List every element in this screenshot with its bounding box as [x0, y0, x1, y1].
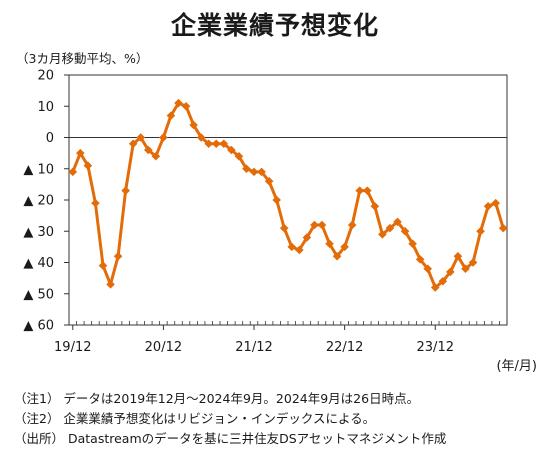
y-tick-label: 0	[46, 131, 54, 146]
data-point	[476, 226, 485, 236]
y-unit-label: （3カ月移動平均、%）	[16, 51, 148, 66]
x-unit-label: (年/月)	[496, 359, 537, 374]
y-tick-label: ▲ 50	[23, 287, 54, 302]
data-point	[317, 220, 327, 230]
plot-frame	[68, 74, 508, 326]
data-point	[340, 242, 349, 252]
data-point	[219, 139, 229, 149]
data-point	[287, 242, 297, 252]
series-line	[71, 101, 505, 289]
data-point	[83, 161, 93, 170]
data-point	[189, 120, 198, 130]
data-point	[121, 186, 130, 195]
data-point	[430, 283, 440, 292]
data-point	[204, 139, 214, 149]
data-point	[468, 258, 478, 267]
y-tick-label: 10	[37, 100, 54, 115]
y-tick-label: ▲ 40	[23, 256, 54, 271]
data-point	[227, 145, 236, 155]
data-point	[347, 220, 357, 230]
data-point	[68, 167, 78, 177]
data-point	[461, 264, 470, 274]
data-point	[423, 264, 433, 274]
data-point	[151, 151, 161, 161]
data-point	[211, 139, 221, 149]
y-tick-label: ▲ 60	[23, 319, 54, 334]
data-point	[234, 151, 244, 161]
data-point	[98, 261, 108, 270]
data-point	[272, 195, 281, 205]
y-tick-label: 20	[37, 69, 54, 84]
data-point	[143, 145, 153, 155]
data-point	[159, 133, 168, 142]
data-point	[196, 133, 206, 142]
data-point	[332, 251, 342, 261]
y-tick-label: ▲ 20	[23, 194, 54, 209]
data-point	[370, 201, 380, 211]
data-point	[302, 233, 312, 242]
data-point	[446, 267, 455, 277]
data-point	[400, 226, 410, 236]
data-point	[362, 186, 372, 195]
data-point	[279, 223, 289, 233]
data-point	[106, 280, 115, 289]
data-point	[264, 176, 274, 186]
y-tick-label: ▲ 30	[23, 225, 54, 240]
data-point	[166, 111, 176, 120]
data-point	[483, 201, 493, 211]
data-point	[249, 167, 259, 177]
x-tick-label: 22/12	[326, 340, 363, 355]
data-point	[438, 276, 448, 286]
data-point	[393, 217, 402, 227]
data-point	[128, 139, 138, 149]
note-2: （注2） 企業業績予想変化はリビジョン・インデックスによる。	[14, 411, 376, 426]
note-1: （注1） データは2019年12月～2024年9月。2024年9月は26日時点。	[14, 391, 420, 406]
data-point	[498, 223, 508, 233]
data-point	[113, 251, 123, 261]
data-point	[174, 98, 183, 108]
data-point	[415, 255, 425, 264]
data-point	[136, 133, 146, 142]
data-point	[76, 148, 85, 158]
data-point	[325, 239, 334, 249]
data-point	[453, 251, 463, 261]
data-point	[181, 101, 191, 111]
data-point	[91, 198, 100, 208]
chart-title: 企業業績予想変化	[170, 11, 379, 40]
data-point	[295, 245, 304, 255]
x-tick-label: 19/12	[54, 340, 91, 355]
data-point	[242, 164, 251, 174]
x-tick-label: 23/12	[417, 340, 454, 355]
source-note: （出所） Datastreamのデータを基に三井住友DSアセットマネジメント作成	[14, 431, 447, 446]
data-point	[378, 230, 387, 239]
y-tick-label: ▲ 10	[23, 162, 54, 177]
data-point	[408, 239, 417, 249]
data-point	[355, 186, 365, 195]
data-point	[257, 167, 266, 177]
x-tick-label: 21/12	[235, 340, 272, 355]
data-point	[310, 220, 319, 230]
data-point	[385, 223, 395, 233]
data-point	[491, 198, 500, 208]
x-tick-label: 20/12	[145, 340, 182, 355]
